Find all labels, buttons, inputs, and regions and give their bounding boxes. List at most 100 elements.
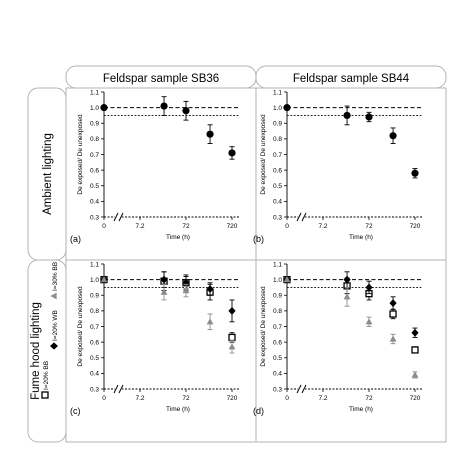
data-point [50,292,57,300]
panel-label: (a) [70,234,81,244]
data-point [365,113,373,121]
x-tick-label: 7.2 [318,223,327,230]
y-tick-label: 0.4 [273,371,282,378]
data-point [365,283,373,292]
y-tick-label: 0.4 [90,199,99,206]
y-tick-label: 0.7 [90,324,99,331]
data-point [182,286,190,294]
x-tick-label: 7.2 [135,395,144,402]
data-point [41,391,49,399]
y-axis-title: De exposed/ De unexposed [77,286,84,367]
data-point [100,104,108,112]
data-point [228,306,236,315]
y-tick-label: 0.9 [273,293,282,300]
data-point [343,293,351,300]
data-point [389,299,397,308]
chart-panel: 0.3 0.4 0.5 0.6 0.7 0.8 0.9 1.0 1.1 0 7.2 72 720 De e… [253,89,423,244]
data-point [100,276,108,283]
y-tick-label: 0.4 [90,371,99,378]
data-point [228,149,236,157]
y-tick-label: 1.1 [273,261,282,268]
axis-break-mark [296,384,302,394]
y-axis-title: De exposed/ De unexposed [77,114,84,195]
x-axis-title: Time (h) [349,234,373,241]
x-tick-label: 720 [227,223,238,230]
data-point [228,343,236,350]
data-point [206,318,214,325]
data-point [389,132,397,140]
axis-break-mark [113,212,119,222]
y-tick-label: 0.3 [90,214,99,221]
x-tick-label: 72 [365,223,373,230]
legend-label: I=20% WB [52,310,59,341]
data-point [160,102,168,110]
data-point [160,275,168,284]
fume-hood-legend: I=20% BB I=20% WB I=30% BB [41,262,59,399]
x-tick-label: 720 [227,395,238,402]
legend-item: I=30% BB [50,262,59,300]
x-tick-label: 0 [285,223,289,230]
legend-item: I=20% BB [41,361,50,399]
y-tick-label: 0.9 [90,121,99,128]
data-point [160,288,168,295]
y-tick-label: 0.6 [273,167,282,174]
x-tick-label: 720 [410,395,421,402]
data-point [343,275,351,284]
series [283,275,419,354]
y-tick-label: 0.7 [90,152,99,159]
y-tick-label: 1.0 [273,105,282,112]
axis-break-gap [115,212,122,222]
data-point [343,111,351,120]
chart-panel: 0.3 0.4 0.5 0.6 0.7 0.8 0.9 1.0 1.1 0 7.2 72 720 De e… [70,89,240,244]
data-point [206,130,214,138]
y-tick-label: 0.8 [273,308,282,315]
axis-break-mark [301,212,307,222]
x-tick-label: 72 [365,395,373,402]
y-tick-label: 0.9 [90,293,99,300]
x-tick-label: 7.2 [135,223,144,230]
y-tick-label: 0.3 [273,386,282,393]
y-tick-label: 1.0 [90,105,99,112]
y-tick-label: 0.6 [90,167,99,174]
series [283,276,419,379]
data-point [389,310,397,318]
y-tick-label: 1.1 [273,89,282,96]
panel-label: (d) [253,406,264,416]
y-tick-label: 0.8 [273,136,282,143]
data-point [228,333,236,342]
x-tick-label: 72 [182,395,190,402]
data-point [365,318,373,325]
x-tick-label: 0 [102,223,106,230]
y-tick-label: 1.0 [273,277,282,284]
panel-label: (b) [253,234,264,244]
data-point [411,346,419,354]
series [100,276,236,354]
chart-panel: 0.3 0.4 0.5 0.6 0.7 0.8 0.9 1.0 1.1 0 7.2 72 720 De e… [253,261,423,416]
axis-break-mark [118,212,124,222]
axis-break-gap [298,212,305,222]
y-axis-title: De exposed/ De unexposed [260,114,267,195]
y-tick-label: 0.8 [90,308,99,315]
row-header-1: Ambient lighting [42,133,54,215]
data-point [411,169,419,177]
data-point [411,328,419,337]
x-tick-label: 720 [410,223,421,230]
data-point [389,335,397,342]
y-tick-label: 0.6 [273,339,282,346]
series [283,104,419,179]
y-tick-label: 0.5 [90,355,99,362]
panel-label: (c) [70,406,81,416]
y-tick-label: 0.4 [273,199,282,206]
y-tick-label: 0.6 [90,339,99,346]
series [283,271,419,338]
data-point [411,371,419,378]
y-tick-label: 0.9 [273,121,282,128]
data-point [283,276,291,283]
series [100,271,236,323]
x-tick-label: 72 [182,223,190,230]
x-tick-label: 7.2 [318,395,327,402]
y-tick-label: 0.7 [273,152,282,159]
axis-break-mark [118,384,124,394]
y-axis-title: De exposed/ De unexposed [260,286,267,367]
